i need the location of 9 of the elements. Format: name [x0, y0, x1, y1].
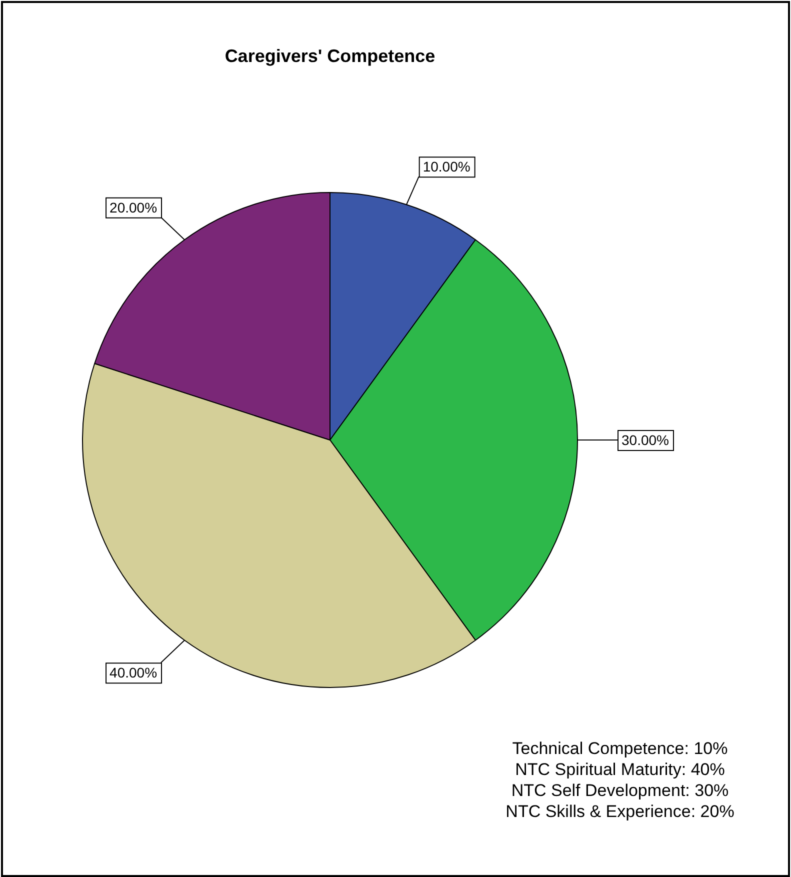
chart-title: Caregivers' Competence	[224, 46, 436, 67]
data-label: 20.00%	[110, 199, 158, 216]
text: NTC Skills & Experience: 20%	[504, 801, 736, 822]
data-label: 40.00%	[110, 664, 158, 680]
text: NTC Self Development: 30%	[510, 780, 730, 801]
data-label: 10.00%	[422, 158, 470, 174]
data-label: 30.00%	[622, 432, 669, 448]
text: NTC Spiritual Maturity: 40%	[514, 759, 726, 780]
text: Technical Competence: 10%	[511, 738, 729, 759]
